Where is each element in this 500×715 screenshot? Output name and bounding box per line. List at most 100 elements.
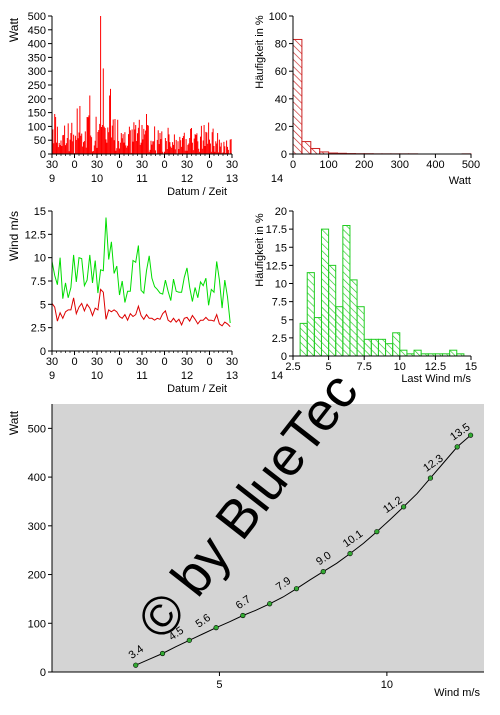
x-tick-label: 0 (116, 356, 122, 368)
x-tick-label: 9 (49, 173, 55, 185)
y-tick-label: 450 (28, 25, 46, 37)
power-histogram-xticks: 0 100 200 300 400 500 (290, 154, 480, 171)
x-tick-label: 13 (226, 173, 238, 185)
x-tick-label: 13 (226, 370, 238, 382)
power-curve-point (159, 650, 166, 657)
power-curve-ylabel: Watt (7, 410, 21, 435)
wind-timeseries-xticks: 30 0 30 0 30 0 30 0 30 9 10 11 12 13 14 (46, 351, 283, 382)
wind-series-mean-line (51, 288, 231, 328)
power-curve-point (401, 504, 407, 510)
x-tick-label: 30 (46, 356, 58, 368)
y-tick-label: 0 (281, 149, 287, 161)
x-tick-label: 100 (319, 159, 337, 171)
power-timeseries-ylabel: Watt (7, 17, 21, 42)
y-tick-label: 0 (281, 351, 287, 363)
x-tick-label: 2.5 (285, 361, 300, 373)
y-tick-label: 100 (269, 11, 287, 23)
x-tick-label: 0 (290, 159, 296, 171)
y-tick-label: 10 (34, 253, 46, 265)
power-curve-point (240, 612, 246, 619)
x-tick-label: 30 (46, 159, 58, 171)
x-tick-label: 0 (206, 356, 212, 368)
y-tick-label: 100 (28, 618, 46, 630)
x-tick-label: 7.5 (357, 361, 372, 373)
power-timeseries-xlabel: Datum / Zeit (167, 186, 227, 198)
y-tick-label: 40 (275, 94, 287, 106)
x-tick-label: 12 (181, 173, 193, 185)
y-tick-label: 350 (28, 52, 46, 64)
x-tick-label: 15 (465, 361, 477, 373)
wind-hist-bar (449, 349, 458, 357)
x-tick-label: 11 (136, 173, 147, 185)
x-tick-label: 30 (226, 356, 238, 368)
x-tick-label: 5 (216, 679, 222, 691)
y-tick-label: 0 (40, 149, 46, 161)
y-tick-label: 300 (28, 521, 46, 533)
power-curve-point (213, 625, 219, 631)
y-tick-label: 250 (28, 80, 46, 92)
x-tick-label: 30 (226, 159, 238, 171)
power-curve-point (374, 529, 380, 535)
power-timeseries-bars (51, 16, 232, 154)
y-tick-label: 500 (28, 423, 46, 435)
y-tick-label: 2.5 (272, 333, 287, 345)
power-histogram-xlabel: Watt (449, 175, 471, 187)
x-tick-label: 9 (49, 370, 55, 382)
y-tick-label: 300 (28, 66, 46, 78)
y-tick-label: 2.5 (31, 323, 46, 335)
power-curve-point (454, 444, 460, 450)
x-tick-label: 300 (391, 159, 409, 171)
wind-hist-bar (377, 338, 387, 357)
wind-timeseries-xlabel: Datum / Zeit (167, 383, 227, 395)
x-tick-label: 0 (161, 356, 167, 368)
y-tick-label: 50 (34, 135, 46, 147)
y-tick-label: 400 (28, 472, 46, 484)
power-curve-xticks: 5 10 (216, 672, 393, 691)
x-tick-label: 14 (271, 173, 283, 185)
x-tick-label: 0 (161, 159, 167, 171)
power-timeseries-xticks: 30 0 30 0 30 0 30 0 30 9 10 11 12 13 14 (46, 154, 283, 185)
x-tick-label: 11 (136, 370, 147, 382)
wind-hist-bar (363, 338, 372, 357)
x-tick-label: 30 (181, 356, 193, 368)
wind-hist-bar (306, 272, 315, 357)
power-histogram-yticks: 0 20 40 60 80 100 (269, 11, 293, 161)
power-hist-bar (301, 141, 312, 155)
wind-timeseries-ylabel: Wind m/s (7, 211, 21, 261)
y-tick-label: 80 (275, 39, 287, 51)
wind-histogram-ylabel: Häufigkeit in % (254, 213, 266, 287)
x-tick-label: 14 (271, 370, 283, 382)
power-curve-xlabel: Wind m/s (434, 687, 480, 699)
power-curve-yticks: 0 100 200 300 400 500 (28, 423, 52, 679)
y-tick-label: 400 (28, 39, 46, 51)
wind-hist-bar (385, 343, 394, 357)
wind-timeseries-lines (51, 217, 231, 328)
x-tick-label: 30 (91, 356, 103, 368)
x-tick-label: 10 (394, 361, 406, 373)
power-curve-axes (51, 404, 484, 673)
x-tick-label: 10 (91, 370, 103, 382)
power-curve-point (427, 475, 434, 481)
power-curve-point (267, 601, 273, 607)
y-tick-label: 100 (28, 121, 46, 133)
y-tick-label: 10 (275, 279, 287, 291)
x-tick-label: 30 (91, 159, 103, 171)
y-tick-label: 7.5 (272, 297, 287, 309)
y-tick-label: 15 (34, 206, 46, 218)
power-curve-point (347, 550, 353, 557)
x-tick-label: 0 (116, 159, 122, 171)
x-tick-label: 30 (136, 356, 148, 368)
x-tick-label: 0 (206, 159, 212, 171)
wind-hist-bar (320, 228, 330, 357)
wind-hist-bar (413, 349, 422, 357)
wind-hist-bar (299, 322, 308, 357)
power-histogram-chart: Häufigkeit in % 0 20 40 60 80 100 0 100 200 300 4… (254, 11, 480, 187)
power-curve-plot-area (52, 404, 484, 672)
power-curve-point (293, 586, 300, 592)
wind-hist-bar (399, 349, 408, 357)
x-tick-label: 10 (381, 679, 393, 691)
wind-hist-bar (392, 332, 401, 357)
